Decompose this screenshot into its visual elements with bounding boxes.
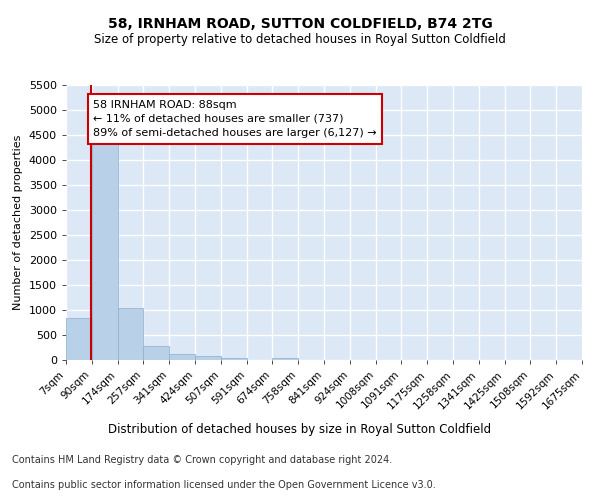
Bar bbox=[221, 358, 247, 360]
Bar bbox=[195, 356, 221, 360]
Bar bbox=[66, 318, 92, 360]
Text: Distribution of detached houses by size in Royal Sutton Coldfield: Distribution of detached houses by size … bbox=[109, 422, 491, 436]
Bar bbox=[92, 128, 118, 360]
Bar bbox=[143, 346, 169, 360]
Text: Contains HM Land Registry data © Crown copyright and database right 2024.: Contains HM Land Registry data © Crown c… bbox=[12, 455, 392, 465]
Text: Size of property relative to detached houses in Royal Sutton Coldfield: Size of property relative to detached ho… bbox=[94, 32, 506, 46]
Y-axis label: Number of detached properties: Number of detached properties bbox=[13, 135, 23, 310]
Text: 58, IRNHAM ROAD, SUTTON COLDFIELD, B74 2TG: 58, IRNHAM ROAD, SUTTON COLDFIELD, B74 2… bbox=[107, 18, 493, 32]
Bar bbox=[169, 354, 195, 360]
Bar bbox=[272, 358, 298, 360]
Bar bbox=[118, 308, 143, 360]
Text: 58 IRNHAM ROAD: 88sqm
← 11% of detached houses are smaller (737)
89% of semi-det: 58 IRNHAM ROAD: 88sqm ← 11% of detached … bbox=[93, 100, 377, 138]
Text: Contains public sector information licensed under the Open Government Licence v3: Contains public sector information licen… bbox=[12, 480, 436, 490]
